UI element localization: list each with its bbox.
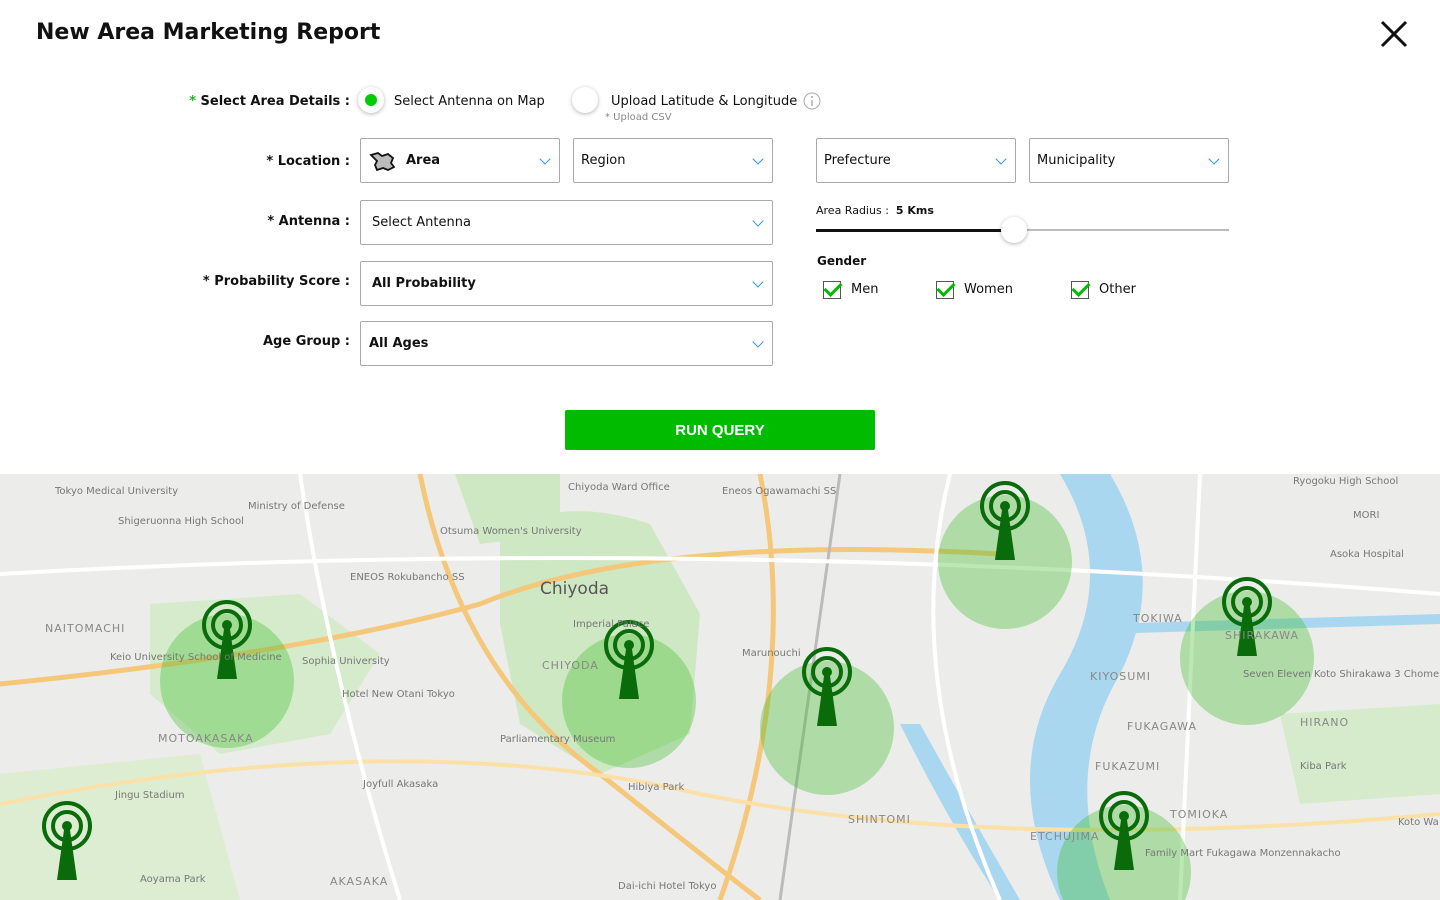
map-label: Marunouchi [742,648,801,659]
age-group-label: Age Group : [262,334,350,349]
slider-handle[interactable] [1001,217,1028,243]
region-select[interactable]: Region [573,138,773,183]
map-label: SHIRAKAWA [1225,629,1299,642]
antenna-select-value: Select Antenna [372,215,471,230]
region-select-value: Region [581,153,626,168]
map-label: Koto Wa [1398,817,1439,828]
map-label: Hibiya Park [628,782,685,793]
page-title: New Area Marketing Report [36,20,381,45]
select-area-details-label: * Select Area Details : [189,94,350,109]
radio-label-upload: Upload Latitude & Longitude [611,94,798,109]
map-label: MORI [1353,510,1380,521]
checkbox-men[interactable] [823,281,841,299]
antenna-marker[interactable] [1180,551,1314,725]
chevron-down-icon [752,153,764,165]
map-label: Kiba Park [1300,761,1347,772]
checkbox-women-label: Women [964,282,1013,297]
chevron-down-icon [752,336,764,348]
antenna-label: * Antenna : [267,214,350,229]
checkbox-other[interactable] [1071,281,1089,299]
map-label: SHINTOMI [848,813,911,826]
area-radius-slider[interactable] [816,217,1229,243]
map-label: Imperial Palace [573,619,650,630]
map-label: Jingu Stadium [115,790,185,801]
antenna-marker[interactable] [160,574,294,748]
probability-select[interactable]: All Probability [360,261,773,306]
map-label: TOKIWA [1133,612,1183,625]
map-label: Aoyama Park [140,874,206,885]
area-select[interactable]: Area [360,138,560,183]
map-label: MOTOAKASAKA [158,732,254,745]
upload-csv-hint: * Upload CSV [605,112,672,123]
radio-upload-lat-long[interactable] [572,87,598,113]
checkbox-men-label: Men [851,282,879,297]
chevron-down-icon [1208,153,1220,165]
chevron-down-icon [752,215,764,227]
map-label: ENEOS Rokubancho SS [350,572,465,583]
map-label: KIYOSUMI [1090,670,1152,683]
map-label: Chiyoda Ward Office [568,482,670,493]
map-label: FUKAGAWA [1127,720,1197,733]
antenna-marker[interactable] [938,474,1072,629]
run-query-button[interactable]: RUN QUERY [565,410,875,450]
antenna-marker[interactable] [1057,765,1191,900]
chevron-down-icon [539,153,551,165]
map-label: Family Mart Fukagawa Monzennakacho [1145,848,1341,859]
chevron-down-icon [752,276,764,288]
area-select-value: Area [406,153,441,168]
map-label: Seven Eleven Koto Shirakawa 3 Chome [1243,669,1440,680]
map-label: Chiyoda [540,579,610,599]
probability-select-value: All Probability [372,276,476,291]
map-label: Otsuma Women's University [440,526,582,537]
area-map-icon [369,151,396,171]
map-label: Ryogoku High School [1293,476,1399,487]
map-label: Ministry of Defense [248,501,345,512]
age-group-select[interactable]: All Ages [360,321,773,366]
antenna-marker[interactable] [760,621,894,795]
map-label: TOMIOKA [1170,808,1229,821]
map-label: HIRANO [1300,716,1350,729]
map-label: Eneos Ogawamachi SS [722,486,837,497]
chevron-down-icon [995,153,1007,165]
radio-select-antenna-on-map[interactable] [358,87,384,113]
map-label: Tokyo Medical University [55,486,179,497]
map-label: AKASAKA [330,875,389,888]
municipality-select[interactable]: Municipality [1029,138,1229,183]
prefecture-select[interactable]: Prefecture [816,138,1016,183]
map-label: FUKAZUMI [1095,760,1161,773]
prefecture-select-value: Prefecture [824,153,891,168]
antenna-layer [41,474,1314,900]
probability-label: * Probability Score : [202,274,350,289]
antenna-select[interactable]: Select Antenna [360,200,773,245]
info-icon[interactable] [803,92,821,110]
map-label: Sophia University [302,656,390,667]
map-label: Joyfull Akasaka [363,779,439,790]
map-label: Shigeruonna High School [118,516,244,527]
map-label: NAITOMACHI [45,622,126,635]
map-label: ETCHUJIMA [1030,830,1100,843]
checkbox-other-label: Other [1099,282,1136,297]
antenna-marker[interactable] [562,594,696,768]
map[interactable]: Tokyo Medical University Shigeruonna High… [0,474,1440,900]
municipality-select-value: Municipality [1037,153,1116,168]
map-label: Dai-ichi Hotel Tokyo [618,881,717,892]
map-label: Parliamentary Museum [500,734,616,745]
close-icon[interactable] [1378,18,1410,50]
area-radius-label: Area Radius : 5 Kms [816,204,934,217]
radio-label-antenna: Select Antenna on Map [394,94,545,109]
location-label: * Location : [266,154,350,169]
map-label: CHIYODA [542,659,599,672]
map-label: Asoka Hospital [1330,549,1404,560]
map-label: Hotel New Otani Tokyo [342,689,455,700]
map-background [0,474,1440,900]
antenna-marker[interactable] [41,775,93,880]
age-group-select-value: All Ages [369,336,429,351]
checkbox-women[interactable] [936,281,954,299]
map-label: Keio University School of Medicine [110,652,282,663]
gender-label: Gender [817,254,867,268]
